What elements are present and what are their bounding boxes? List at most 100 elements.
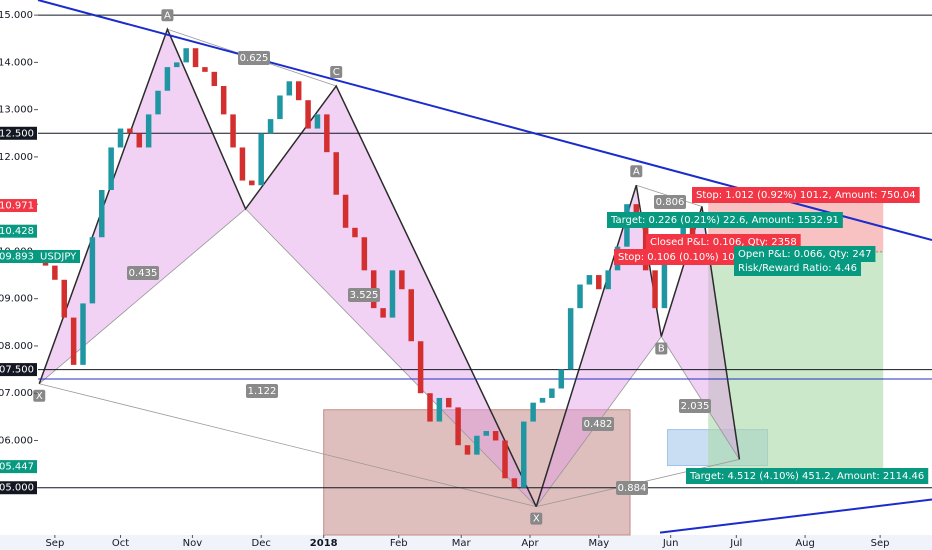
point-label: B — [658, 344, 665, 355]
candle — [220, 86, 227, 115]
candle — [652, 270, 658, 309]
ratio-label-bg — [238, 51, 270, 65]
trade-label-bg — [607, 212, 843, 228]
candle — [267, 119, 274, 134]
y-tick-label: 113.000 — [0, 105, 33, 116]
candle — [305, 100, 311, 129]
y-tick-label: 107.000 — [0, 388, 33, 399]
trade-label-text: Risk/Reward Ratio: 4.46 — [738, 263, 857, 274]
time-axis — [0, 535, 932, 550]
trade-label: Target: 4.512 (4.10%) 451.2, Amount: 211… — [686, 468, 929, 484]
x-tick-label: Aug — [795, 538, 815, 549]
point-label-bg — [161, 9, 174, 22]
y-tick-label: 112.000 — [0, 152, 33, 163]
candle — [417, 341, 424, 394]
trade-label: Stop: 0.106 (0.10%) 10.6 — [614, 249, 749, 265]
x-tick-label: Apr — [521, 538, 539, 549]
candle — [530, 402, 536, 422]
candle — [483, 431, 490, 436]
ratio-label-bg — [654, 195, 686, 209]
x-tick-label: Mar — [452, 538, 472, 549]
target-zone — [708, 251, 884, 475]
ratio-label-bg — [679, 399, 711, 413]
candle — [596, 275, 602, 290]
candle — [549, 388, 555, 398]
x-tick-label: Jun — [662, 538, 679, 549]
candle — [136, 133, 143, 148]
candle — [52, 265, 58, 280]
candle — [661, 260, 668, 309]
candle — [352, 227, 358, 238]
trade-label-text: Stop: 1.012 (0.92%) 101.2, Amount: 750.0… — [696, 190, 916, 201]
price-tag-bg — [0, 199, 37, 213]
pattern-ratio-line — [39, 383, 537, 508]
candle — [286, 81, 293, 96]
candle — [333, 152, 339, 195]
candle — [539, 397, 546, 403]
price-tag: 107.500 — [0, 365, 34, 376]
candle — [361, 237, 368, 271]
trade-label-text: Stop: 0.106 (0.10%) 10.6 — [618, 252, 744, 263]
candle — [567, 308, 574, 370]
trade-label-text: Target: 4.512 (4.10%) 451.2, Amount: 211… — [689, 471, 924, 482]
candle — [70, 317, 77, 365]
candle — [117, 128, 124, 148]
point-label-bg — [630, 165, 643, 178]
y-tick-label: 106.000 — [0, 435, 33, 446]
candle — [277, 95, 283, 120]
x-tick-label: Sep — [45, 538, 64, 549]
candle — [445, 397, 452, 408]
candle — [202, 67, 208, 72]
candle — [605, 270, 611, 290]
point-label: X — [36, 391, 43, 402]
candle — [474, 435, 480, 455]
candle — [436, 397, 443, 422]
candle — [295, 81, 302, 101]
zone — [323, 409, 631, 536]
candle — [89, 237, 96, 304]
trendline — [659, 498, 932, 534]
y-tick-label: 108.000 — [0, 341, 33, 352]
candle — [521, 421, 527, 488]
ratio-label: 0.884 — [618, 483, 647, 494]
ratio-label: 0.806 — [656, 197, 685, 208]
trade-label: Open P&L: 0.066, Qty: 247 — [734, 246, 876, 262]
point-label: A — [164, 10, 171, 21]
price-tag: 109.893 — [0, 251, 34, 262]
point-label-bg — [655, 342, 668, 355]
candle — [492, 431, 499, 441]
candle — [145, 114, 152, 148]
trade-label: Risk/Reward Ratio: 4.46 — [734, 260, 862, 276]
ratio-label: 0.482 — [584, 419, 613, 430]
candle — [258, 133, 264, 186]
price-tag-bg — [0, 126, 37, 140]
x-tick-label: Jul — [729, 538, 742, 549]
trade-label-text: Target: 0.226 (0.21%) 22.6, Amount: 1532… — [610, 215, 839, 226]
ratio-label-bg — [348, 288, 380, 302]
price-tag-bg — [0, 460, 37, 474]
candle — [408, 289, 414, 342]
x-tick-label: Sep — [871, 538, 890, 549]
ratio-label: 2.035 — [681, 401, 710, 412]
price-tag: 110.428 — [0, 226, 34, 237]
candle — [164, 67, 171, 91]
y-tick-label: 109.000 — [0, 294, 33, 305]
y-tick-label: 114.000 — [0, 57, 33, 68]
x-tick-label: 2018 — [310, 538, 338, 549]
symbol-tag-bg — [37, 249, 80, 263]
symbol-tag: USDJPY — [40, 251, 77, 262]
candle — [239, 147, 246, 181]
candle — [80, 303, 86, 365]
candle — [249, 180, 255, 186]
price-tag: 105.447 — [0, 462, 34, 473]
trade-label-bg — [734, 246, 876, 262]
price-tag-bg — [0, 481, 37, 495]
trade-label: Stop: 1.012 (0.92%) 101.2, Amount: 750.0… — [692, 187, 920, 203]
trade-label-text: Closed P&L: 0.106, Qty: 2358 — [650, 237, 797, 248]
candle — [174, 62, 180, 68]
candle — [642, 213, 649, 271]
ratio-label: 0.625 — [240, 53, 269, 64]
ratio-label: 3.525 — [350, 290, 379, 301]
x-tick-label: May — [588, 538, 609, 549]
